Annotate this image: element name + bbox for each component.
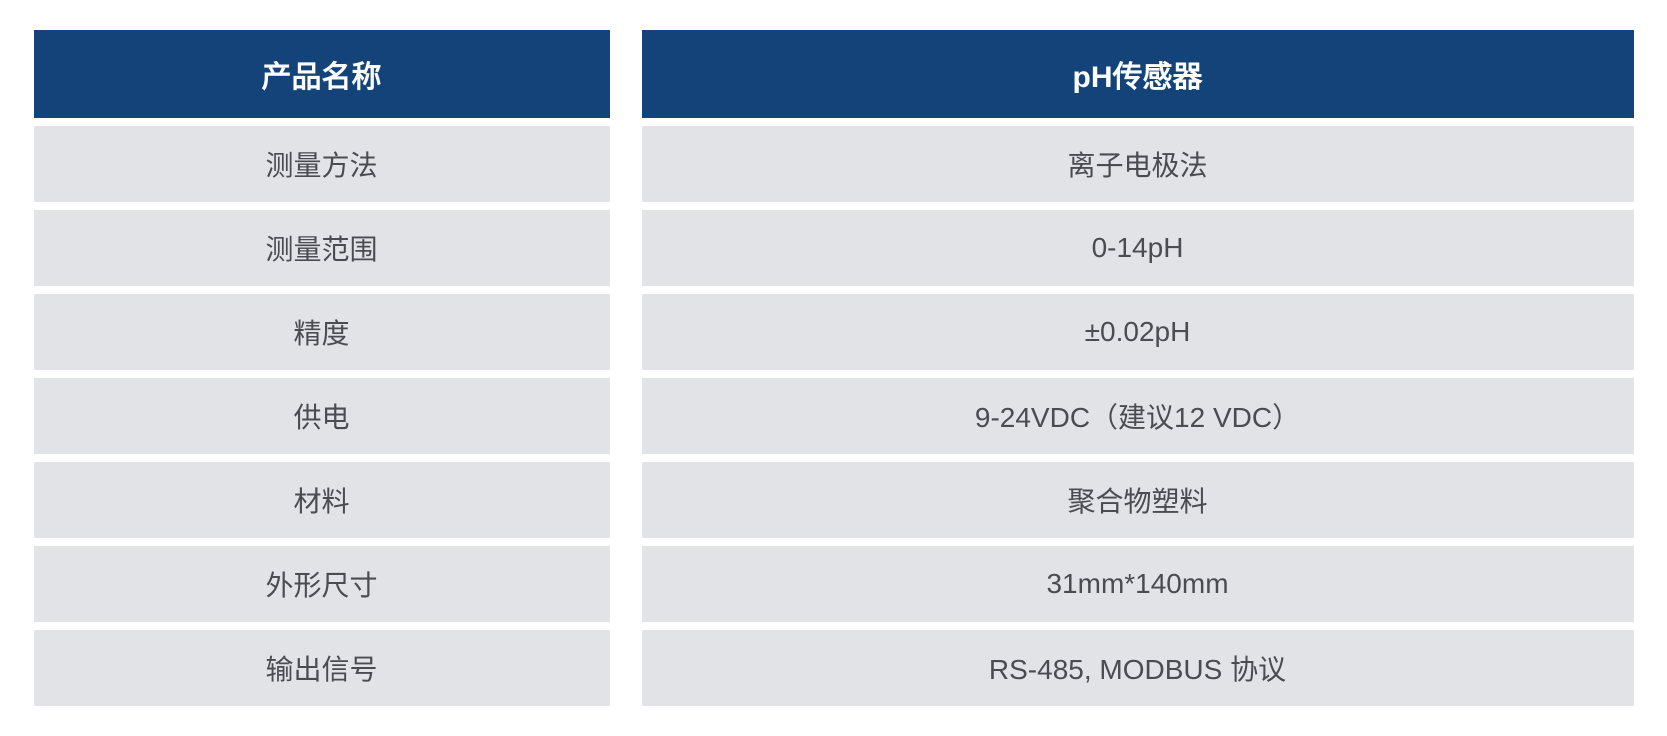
spec-table: 产品名称 pH传感器 测量方法 离子电极法 测量范围 0-14pH 精度 ±0.… [34,30,1634,706]
cell-value: 0-14pH [642,210,1634,286]
cell-label: 输出信号 [34,630,610,706]
cell-label: 测量范围 [34,210,610,286]
table-row: 测量方法 离子电极法 [34,126,1634,202]
header-product-value: pH传感器 [642,30,1634,118]
row-gap [34,370,1634,378]
cell-value: ±0.02pH [642,294,1634,370]
table-row: 测量范围 0-14pH [34,210,1634,286]
cell-label: 材料 [34,462,610,538]
column-gap [610,126,642,202]
column-gap [610,546,642,622]
header-product-name: 产品名称 [34,30,610,118]
row-gap [34,622,1634,630]
cell-value: 31mm*140mm [642,546,1634,622]
row-gap [34,202,1634,210]
row-gap [34,286,1634,294]
cell-label: 外形尺寸 [34,546,610,622]
table-row: 精度 ±0.02pH [34,294,1634,370]
cell-label: 供电 [34,378,610,454]
cell-value: 离子电极法 [642,126,1634,202]
row-gap [34,538,1634,546]
cell-label: 测量方法 [34,126,610,202]
column-gap [610,630,642,706]
cell-value: 9-24VDC（建议12 VDC） [642,378,1634,454]
table-row: 外形尺寸 31mm*140mm [34,546,1634,622]
table-row: 供电 9-24VDC（建议12 VDC） [34,378,1634,454]
table-header-row: 产品名称 pH传感器 [34,30,1634,118]
row-gap [34,454,1634,462]
column-gap [610,210,642,286]
column-gap [610,378,642,454]
column-gap [610,30,642,118]
cell-value: 聚合物塑料 [642,462,1634,538]
cell-label: 精度 [34,294,610,370]
cell-value: RS-485, MODBUS 协议 [642,630,1634,706]
table-row: 输出信号 RS-485, MODBUS 协议 [34,630,1634,706]
column-gap [610,462,642,538]
row-gap [34,118,1634,126]
table-row: 材料 聚合物塑料 [34,462,1634,538]
column-gap [610,294,642,370]
